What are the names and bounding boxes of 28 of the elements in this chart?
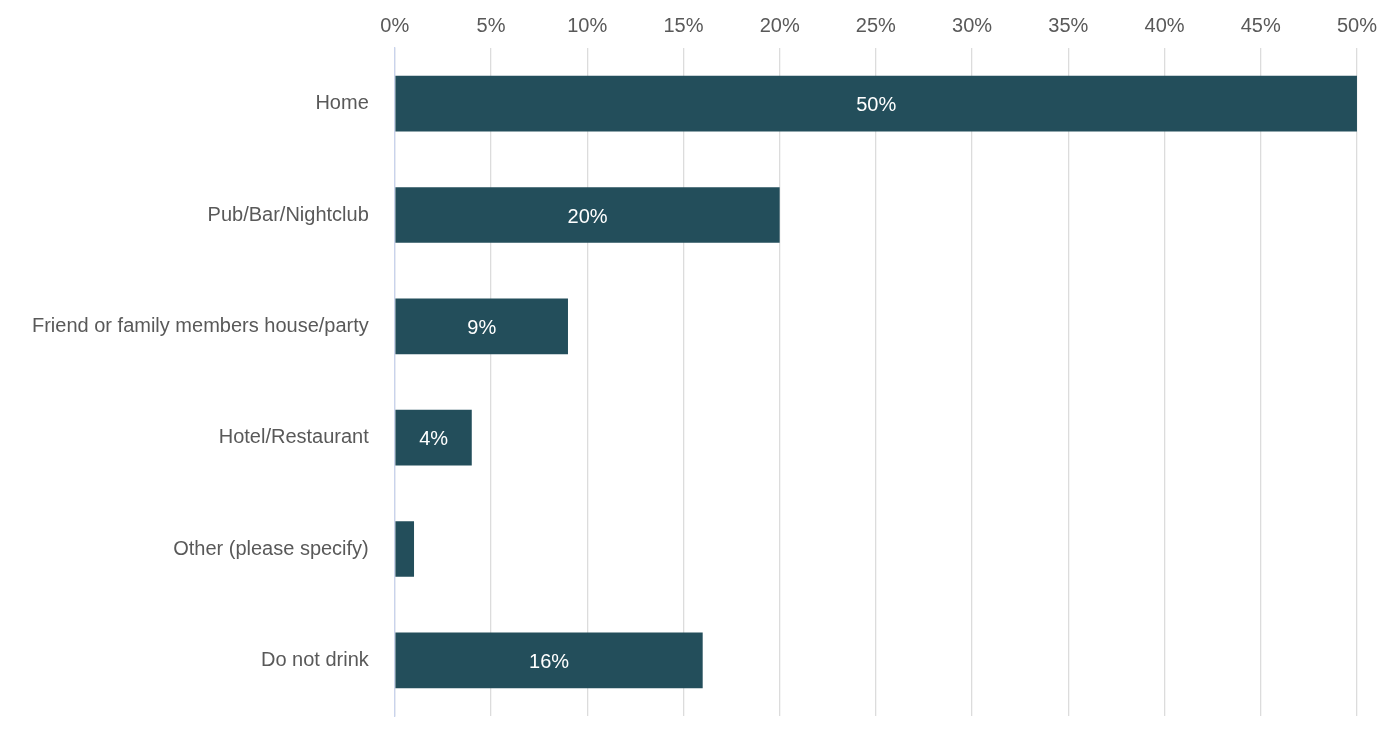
bar bbox=[395, 75, 1357, 132]
x-tick-label: 15% bbox=[663, 13, 704, 36]
y-tick-label: Hotel/Restaurant bbox=[218, 425, 370, 448]
x-tick-label: 25% bbox=[855, 13, 897, 36]
y-tick-label: Other (please specify) bbox=[173, 536, 369, 559]
y-tick-label: Home bbox=[315, 91, 369, 114]
x-tick-label: 50% bbox=[1336, 13, 1378, 36]
x-tick-label: 40% bbox=[1144, 13, 1185, 36]
bar bbox=[395, 409, 472, 466]
x-tick-label: 10% bbox=[567, 13, 608, 36]
bar bbox=[395, 521, 415, 577]
y-tick-label: Pub/Bar/Nightclub bbox=[207, 202, 369, 225]
x-tick-label: 35% bbox=[1048, 13, 1089, 36]
bar bbox=[395, 298, 568, 355]
data-label: 9% bbox=[467, 315, 497, 338]
x-tick-label: 20% bbox=[759, 13, 800, 36]
data-label: 16% bbox=[529, 649, 570, 672]
x-tick-label: 0% bbox=[380, 13, 410, 36]
x-tick-label: 45% bbox=[1240, 13, 1281, 36]
bar bbox=[395, 187, 780, 243]
bar bbox=[395, 632, 703, 689]
data-label: 4% bbox=[419, 427, 449, 450]
x-tick-label: 30% bbox=[952, 13, 993, 36]
data-label: 50% bbox=[856, 93, 897, 116]
y-tick-label: Do not drink bbox=[260, 647, 370, 670]
data-label: 20% bbox=[567, 204, 608, 227]
y-tick-label: Friend or family members house/party bbox=[31, 313, 369, 336]
x-tick-label: 5% bbox=[476, 13, 506, 36]
